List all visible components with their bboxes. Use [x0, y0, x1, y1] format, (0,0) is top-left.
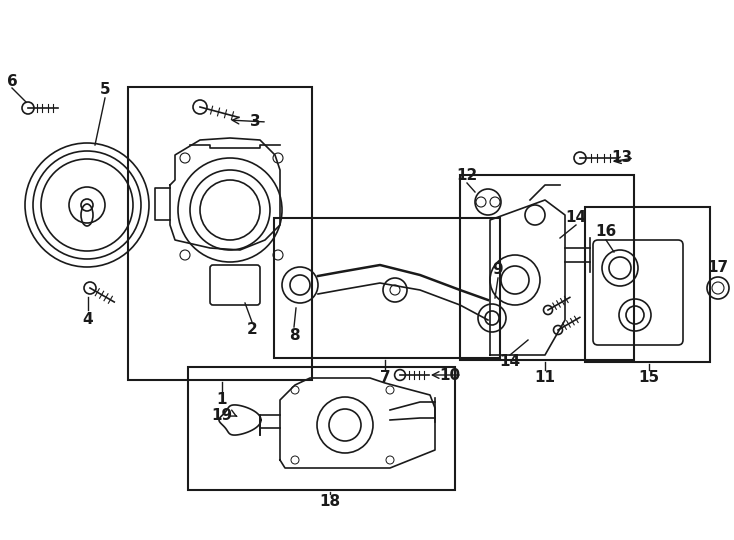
- Text: 7: 7: [379, 370, 390, 386]
- Text: 12: 12: [457, 167, 478, 183]
- Bar: [585, 207, 710, 362]
- Text: 5: 5: [100, 83, 110, 98]
- Text: 14: 14: [499, 354, 520, 369]
- Text: 4: 4: [83, 313, 93, 327]
- Text: 6: 6: [7, 75, 18, 90]
- Bar: [188, 367, 455, 490]
- Text: 10: 10: [440, 368, 460, 382]
- Text: 19: 19: [211, 408, 233, 422]
- Bar: [274, 218, 500, 358]
- Text: 14: 14: [565, 211, 586, 226]
- Bar: [460, 175, 634, 360]
- Text: 3: 3: [250, 114, 261, 130]
- Text: 8: 8: [288, 327, 299, 342]
- Text: 1: 1: [217, 393, 228, 408]
- Text: 13: 13: [611, 151, 633, 165]
- Text: 18: 18: [319, 495, 341, 510]
- Text: 16: 16: [595, 225, 617, 240]
- Text: 15: 15: [639, 370, 660, 386]
- Text: 2: 2: [247, 322, 258, 338]
- Bar: [128, 87, 312, 380]
- Text: 17: 17: [708, 260, 729, 275]
- Text: 11: 11: [534, 370, 556, 386]
- Text: 9: 9: [493, 262, 504, 278]
